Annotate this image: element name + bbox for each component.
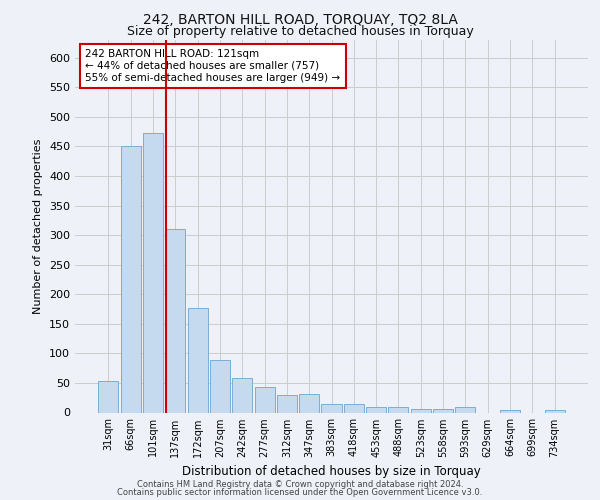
Bar — [188, 308, 208, 412]
Bar — [500, 410, 520, 412]
Bar — [455, 407, 475, 412]
Bar — [121, 146, 141, 412]
Bar — [165, 228, 185, 412]
Bar — [366, 406, 386, 412]
Bar — [277, 395, 297, 412]
Y-axis label: Number of detached properties: Number of detached properties — [34, 138, 43, 314]
Bar — [299, 394, 319, 412]
Text: 242, BARTON HILL ROAD, TORQUAY, TQ2 8LA: 242, BARTON HILL ROAD, TORQUAY, TQ2 8LA — [143, 12, 457, 26]
Bar — [232, 378, 252, 412]
Bar — [433, 409, 453, 412]
Text: 242 BARTON HILL ROAD: 121sqm
← 44% of detached houses are smaller (757)
55% of s: 242 BARTON HILL ROAD: 121sqm ← 44% of de… — [85, 50, 340, 82]
Bar — [254, 387, 275, 412]
Text: Contains HM Land Registry data © Crown copyright and database right 2024.: Contains HM Land Registry data © Crown c… — [137, 480, 463, 489]
Text: Contains public sector information licensed under the Open Government Licence v3: Contains public sector information licen… — [118, 488, 482, 497]
Bar — [98, 380, 118, 412]
Bar — [210, 360, 230, 412]
Bar — [411, 409, 431, 412]
Bar — [344, 404, 364, 412]
Bar — [322, 404, 341, 412]
Bar — [545, 410, 565, 412]
X-axis label: Distribution of detached houses by size in Torquay: Distribution of detached houses by size … — [182, 465, 481, 478]
Text: Size of property relative to detached houses in Torquay: Size of property relative to detached ho… — [127, 25, 473, 38]
Bar — [143, 134, 163, 412]
Bar — [388, 406, 409, 412]
